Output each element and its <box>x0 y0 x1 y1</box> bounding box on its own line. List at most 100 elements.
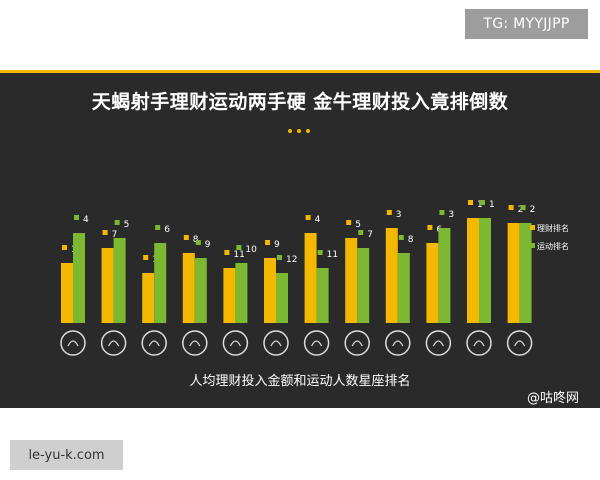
label-marker <box>183 235 189 240</box>
bar-finance <box>223 268 236 323</box>
libra-icon-glyph <box>311 340 323 347</box>
bar-sport <box>479 218 491 323</box>
bar-finance <box>264 258 276 323</box>
pisces-icon <box>506 330 533 356</box>
bar-chart: 107128119453612456910121178312理财排名运动排名 <box>60 200 569 356</box>
scorpio-icon-glyph <box>351 340 363 347</box>
data-label: 7 <box>367 230 373 240</box>
legend-marker <box>530 243 535 248</box>
bar-sport <box>235 263 248 323</box>
label-marker <box>346 220 352 225</box>
label-marker <box>195 240 201 245</box>
capricorn-icon <box>425 330 452 356</box>
data-label: 4 <box>83 215 89 225</box>
gemini-icon-glyph <box>148 340 160 347</box>
gemini-icon <box>141 330 167 356</box>
bar-finance <box>507 223 520 323</box>
data-label: 1 <box>489 200 495 210</box>
bar-sport <box>194 258 207 323</box>
label-marker <box>427 225 433 230</box>
bar-finance <box>467 218 479 323</box>
bar-sport <box>397 253 410 323</box>
bar-finance <box>426 243 439 323</box>
label-marker <box>305 215 311 220</box>
bar-sport <box>276 273 288 323</box>
data-label: 7 <box>112 230 118 240</box>
watermark: @咕咚网 <box>527 391 580 406</box>
data-label: 10 <box>245 245 257 255</box>
virgo-icon <box>263 330 289 356</box>
label-marker <box>155 225 161 230</box>
data-label: 5 <box>355 220 361 230</box>
legend-marker <box>530 225 535 230</box>
bar-finance <box>101 248 114 323</box>
bar-sport <box>519 223 532 323</box>
bar-finance <box>142 273 155 323</box>
label-marker <box>236 245 242 250</box>
label-marker <box>468 200 473 205</box>
bar-sport <box>154 243 167 323</box>
chart-panel: 天蝎射手理财运动两手硬 金牛理财投入竟排倒数 10712811945361245… <box>0 70 600 408</box>
bar-sport <box>357 248 370 323</box>
tg-badge: TG: MYYJJPP <box>465 9 588 39</box>
data-label: 11 <box>327 250 338 260</box>
label-marker <box>358 230 364 235</box>
libra-icon <box>303 330 330 356</box>
sagittarius-icon <box>385 330 411 356</box>
legend-label: 运动排名 <box>537 241 569 251</box>
data-label: 9 <box>274 240 280 250</box>
label-marker <box>439 210 445 215</box>
site-badge: le-yu-k.com <box>10 440 123 470</box>
aquarius-icon <box>466 330 492 356</box>
label-marker <box>143 255 149 260</box>
bar-finance <box>345 238 358 323</box>
sagittarius-icon-glyph <box>392 340 404 347</box>
label-marker <box>520 205 526 210</box>
label-marker <box>74 215 79 220</box>
bar-sport <box>438 228 451 323</box>
label-marker <box>317 250 323 255</box>
label-marker <box>265 240 270 245</box>
data-label: 2 <box>530 205 536 215</box>
data-label: 1 <box>477 200 483 210</box>
label-marker <box>398 235 404 240</box>
aries-icon <box>60 330 86 356</box>
label-marker <box>480 200 485 205</box>
bar-finance <box>182 253 195 323</box>
aries-icon-glyph <box>67 340 79 347</box>
data-label: 3 <box>396 210 402 220</box>
data-label: 4 <box>315 215 321 225</box>
bar-finance <box>304 233 317 323</box>
bar-finance <box>385 228 398 323</box>
taurus-icon <box>100 330 127 356</box>
virgo-icon-glyph <box>270 340 282 347</box>
label-marker <box>102 230 108 235</box>
data-label: 5 <box>124 220 130 230</box>
label-marker <box>62 245 67 250</box>
chart-title: 天蝎射手理财运动两手硬 金牛理财投入竟排倒数 <box>91 91 509 113</box>
bar-sport <box>316 268 329 323</box>
taurus-icon-glyph <box>108 340 120 347</box>
bar-finance <box>61 263 73 323</box>
leo-icon <box>222 330 249 356</box>
title-dots <box>288 129 310 133</box>
data-label: 3 <box>448 210 454 220</box>
label-marker <box>508 205 514 210</box>
data-label: 12 <box>286 255 297 265</box>
aquarius-icon-glyph <box>473 340 485 347</box>
label-marker <box>224 250 230 255</box>
data-label: 9 <box>205 240 211 250</box>
bar-sport <box>113 238 126 323</box>
leo-icon-glyph <box>229 340 241 347</box>
data-label: 2 <box>518 205 524 215</box>
data-label: 8 <box>408 235 414 245</box>
x-axis-label: 人均理财投入金额和运动人数星座排名 <box>189 374 411 389</box>
label-marker <box>277 255 282 260</box>
data-label: 6 <box>164 225 170 235</box>
data-label: 11 <box>233 250 244 260</box>
scorpio-icon <box>344 330 370 356</box>
capricorn-icon-glyph <box>432 340 444 347</box>
label-marker <box>114 220 120 225</box>
bar-sport <box>73 233 85 323</box>
label-marker <box>386 210 392 215</box>
